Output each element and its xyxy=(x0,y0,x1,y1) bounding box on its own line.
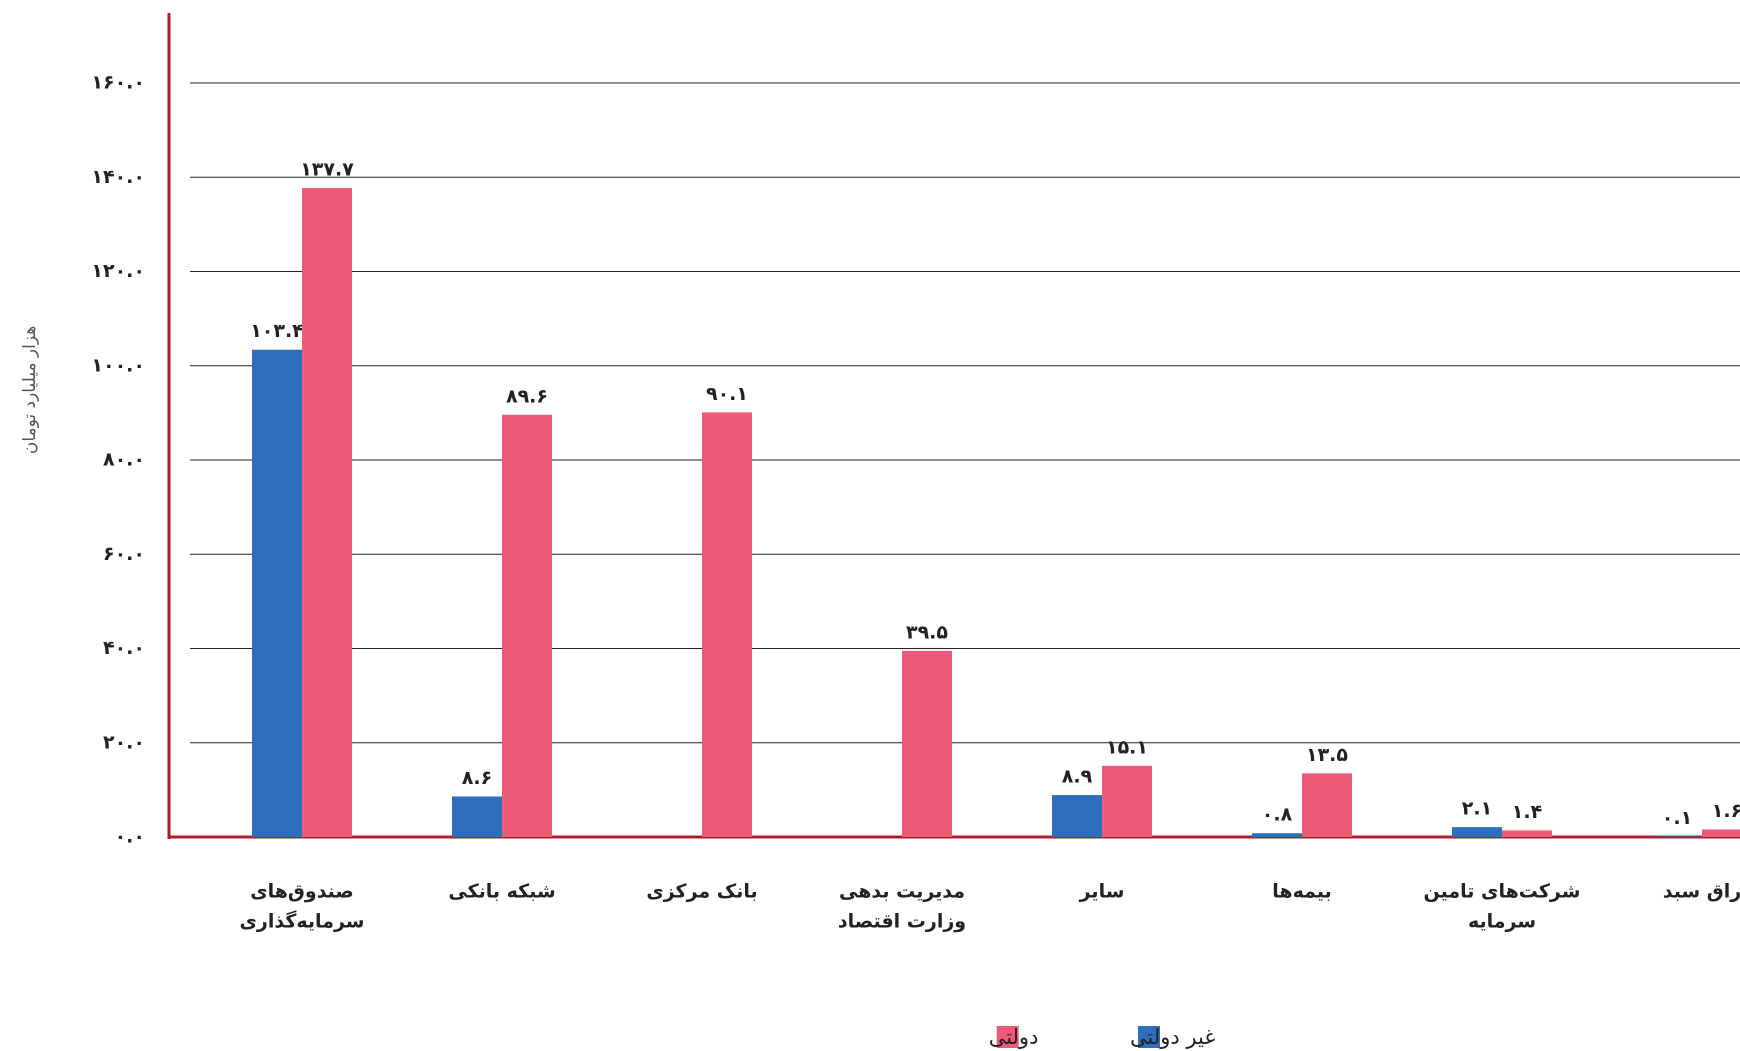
y-tick-label: ۱۶۰.۰ xyxy=(91,72,145,94)
x-tick-label: مدیریت بدهی xyxy=(839,881,965,903)
value-label: ۱.۶ xyxy=(1712,800,1740,822)
value-label: ۹۰.۱ xyxy=(706,383,748,405)
x-tick-label: بیمه‌ها xyxy=(1272,881,1331,903)
bar xyxy=(452,796,502,837)
y-tick-label: ۴۰.۰ xyxy=(103,637,145,659)
bar xyxy=(502,415,552,837)
y-tick-label: ۸۰.۰ xyxy=(103,449,145,471)
value-label: ۱۰۳.۴ xyxy=(250,320,304,342)
x-tick-label: شرکت‌های تامین xyxy=(1424,881,1581,903)
legend-label: دولتی xyxy=(989,1025,1039,1049)
y-axis-label: هزار میلیارد تومان xyxy=(20,326,40,454)
chart: هزار میلیارد تومان ۰.۰ ۲۰.۰ ۴۰.۰ ۶۰.۰ ۸۰.۰ ۱۰… xyxy=(0,0,1740,1051)
value-label: ۱۳.۵ xyxy=(1306,744,1348,766)
bar xyxy=(1452,827,1502,837)
legend-label: غیر دولتی xyxy=(1130,1025,1215,1049)
bar xyxy=(1502,830,1552,837)
value-label: ۸۹.۶ xyxy=(506,385,548,407)
y-tick-label: ۶۰.۰ xyxy=(103,543,145,565)
value-label: ۱.۴ xyxy=(1512,801,1542,823)
x-tick-label: وزارت اقتصاد xyxy=(838,911,966,933)
bar xyxy=(902,651,952,837)
bar xyxy=(302,188,352,837)
y-tick-label: ۰.۰ xyxy=(115,826,145,848)
value-label: ۰.۱ xyxy=(1662,807,1692,829)
bar xyxy=(1052,795,1102,837)
y-tick-label: ۲۰.۰ xyxy=(103,731,145,753)
x-tick-label: بانک مرکزی xyxy=(646,881,757,903)
bar xyxy=(252,350,302,837)
bar xyxy=(1102,766,1152,837)
y-tick-label: ۱۰۰.۰ xyxy=(91,354,145,376)
x-tick-label: شبکه بانکی xyxy=(448,881,555,903)
x-tick-label: صندوق‌های xyxy=(250,881,354,903)
value-label: ۰.۸ xyxy=(1262,804,1293,826)
y-tick-label: ۱۴۰.۰ xyxy=(91,166,145,188)
x-tick-label: سایر xyxy=(1079,881,1125,903)
bar xyxy=(702,412,752,837)
x-tick-label: راق سبد xyxy=(1663,881,1740,903)
bar xyxy=(1252,833,1302,837)
bar xyxy=(1302,773,1352,837)
bar xyxy=(1702,829,1740,837)
value-label: ۱۵.۱ xyxy=(1106,736,1148,758)
value-label: ۸.۹ xyxy=(1062,766,1093,788)
value-label: ۳۹.۵ xyxy=(906,621,948,643)
y-tick-label: ۱۲۰.۰ xyxy=(91,260,145,282)
value-label: ۸.۶ xyxy=(462,767,492,789)
x-tick-label: سرمایه xyxy=(1468,911,1536,933)
x-tick-label: سرمایه‌گذاری xyxy=(240,910,365,933)
value-label: ۲.۱ xyxy=(1462,798,1492,820)
value-label: ۱۳۷.۷ xyxy=(300,159,354,181)
